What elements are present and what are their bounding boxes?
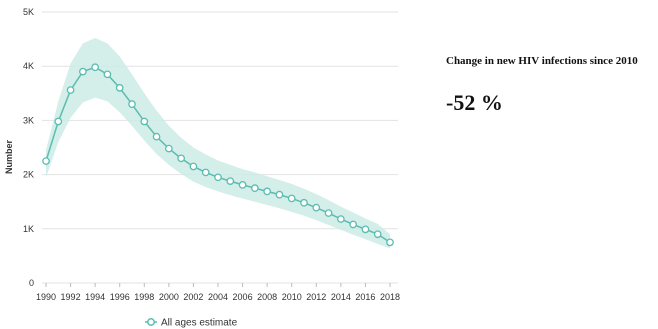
x-tick-label: 2006 [233,292,253,302]
stat-unit: % [480,90,503,115]
y-tick-label: 2K [23,170,34,180]
confidence-band [46,38,390,249]
data-points [42,63,394,247]
data-point [165,144,173,153]
x-tick-label: 2016 [355,292,375,302]
legend-marker [147,318,155,326]
data-point [238,181,247,189]
data-point [349,220,357,229]
data-point [91,63,99,72]
data-point [361,225,370,234]
data-point [140,117,149,126]
x-tick-label: 2010 [282,292,302,302]
y-tick-label: 3K [23,115,34,125]
data-point [189,162,198,171]
data-point [287,194,296,203]
legend[interactable]: All ages estimate [145,318,238,329]
y-axis-label: Number [4,140,14,175]
x-tick-label: 2002 [183,292,203,302]
x-axis-ticks: 1990 1992 1994 1996 1998 2000 2002 2004 2006 2008… [36,283,400,302]
data-point [386,238,394,247]
y-tick-label: 4K [23,61,34,71]
x-tick-label: 2000 [159,292,179,302]
data-point [373,230,382,239]
x-tick-label: 2014 [331,292,351,302]
x-tick-label: 2004 [208,292,228,302]
data-point [300,198,308,207]
x-tick-label: 2012 [306,292,326,302]
data-point [66,86,75,94]
data-point [275,190,284,199]
y-tick-label: 0 [29,278,34,288]
data-point [263,187,271,196]
y-tick-label: 5K [23,7,34,17]
x-tick-label: 1992 [61,292,81,302]
x-tick-label: 2008 [257,292,277,302]
data-point [152,132,161,141]
stat-title: Change in new HIV infections since 2010 [446,55,638,67]
data-point [103,70,112,79]
data-point [54,117,63,126]
y-axis-ticks: 0 1K 2K 3K 4K 5K [23,7,34,288]
data-point [337,215,345,223]
data-point [79,67,87,76]
x-tick-label: 1990 [36,292,56,302]
data-point [201,168,210,177]
stat-value: -52 % [446,90,503,116]
data-point [177,154,185,163]
y-tick-label: 1K [23,224,34,234]
data-point [128,100,136,108]
data-point [251,184,259,192]
data-point [312,203,321,212]
data-point [115,84,124,92]
data-point [324,209,333,217]
stat-number: -52 [446,90,476,115]
line-chart: 0 1K 2K 3K 4K 5K 1990 1992 1994 1996 1998 2000 2002… [4,7,400,329]
x-tick-label: 1994 [85,292,105,302]
x-tick-label: 1996 [110,292,130,302]
x-tick-label: 2018 [380,292,400,302]
data-point [42,157,50,165]
data-point [226,177,235,185]
legend-label: All ages estimate [161,318,238,329]
x-tick-label: 1998 [134,292,154,302]
data-point [214,173,222,182]
